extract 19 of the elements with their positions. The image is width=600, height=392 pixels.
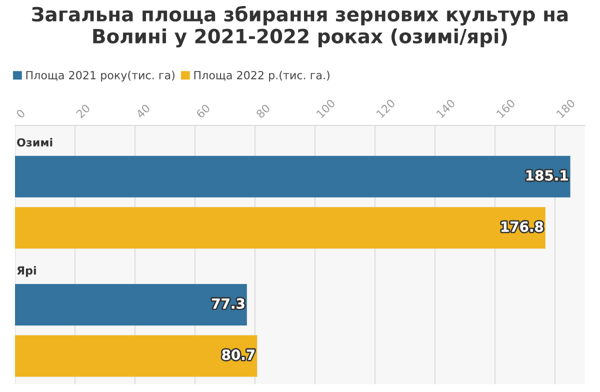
data-label: 80.7	[222, 350, 254, 360]
x-tick-label: 160	[496, 98, 516, 118]
legend-label: Площа 2021 року(тис. га)	[26, 70, 174, 82]
x-tick-label: 100	[316, 98, 336, 118]
data-label: 77.3	[212, 298, 244, 309]
x-tick-label: 140	[436, 98, 456, 118]
x-tick-label: 180	[556, 98, 576, 118]
y-tick-label: Ярі	[17, 266, 36, 277]
x-tick-label: 20	[76, 104, 91, 118]
data-label: 185.1	[526, 170, 568, 181]
x-tick-label: 0	[16, 108, 26, 119]
x-tick-label: 80	[256, 104, 271, 119]
legend-label: Площа 2022 р.(тис. га.)	[194, 70, 330, 82]
data-label: 176.8	[502, 221, 544, 232]
x-tick-label: 60	[196, 104, 211, 119]
x-tick-label: 120	[376, 98, 396, 118]
x-tick-label: 40	[136, 104, 151, 119]
chart-title: Загальна площа збирання зернових культур на Волині у 2021-2022 роках (озимі/ярі)	[32, 6, 568, 48]
y-tick-label: Озимі	[17, 138, 52, 147]
